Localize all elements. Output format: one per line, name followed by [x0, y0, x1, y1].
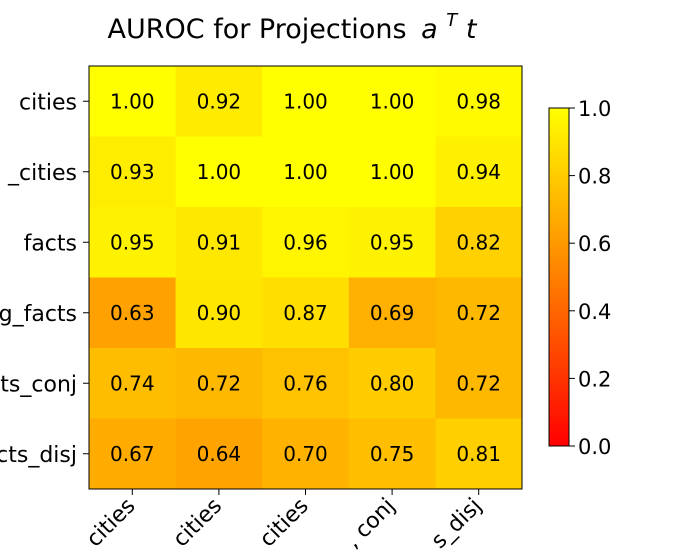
heatmap-cells: [89, 66, 523, 490]
cell-value-r0-c4: 0.98: [456, 89, 501, 113]
heatmap-cell-labels: 1.00 0.92 1.00 1.00 0.98 0.93 1.00 1.00 1.00 0.94…: [110, 89, 501, 466]
x-tick-label-4: s_disj: [427, 494, 487, 550]
heatmap-cell-r1-c1: [175, 136, 263, 208]
heatmap-cell-r1-c0: [89, 136, 177, 208]
cell-value-r1-c4: 0.94: [456, 160, 501, 184]
y-tick-label-1: _cities: [7, 161, 77, 186]
heatmap-cell-r3-c4: [435, 277, 523, 349]
colorbar-tick-label-4: 0.8: [578, 165, 611, 189]
x-tick-label-2: cities: [255, 494, 314, 550]
heatmap-cell-r1-c2: [262, 136, 350, 208]
cell-value-r2-c2: 0.96: [283, 230, 328, 254]
cell-value-r0-c0: 1.00: [110, 89, 155, 113]
cell-value-r2-c4: 0.82: [456, 230, 501, 254]
cell-value-r0-c3: 1.00: [370, 89, 415, 113]
cell-value-r1-c2: 1.00: [283, 160, 328, 184]
heatmap-cell-r0-c2: [262, 66, 350, 137]
cell-value-r0-c2: 1.00: [283, 89, 328, 113]
cell-value-r1-c1: 1.00: [197, 160, 242, 184]
cell-value-r2-c0: 0.95: [110, 230, 155, 254]
heatmap-cell-r4-c3: [348, 348, 436, 419]
colorbar-ticks: 0.0 0.2 0.4 0.6 0.8 1.0: [569, 97, 611, 459]
colorbar-tick-label-3: 0.6: [578, 232, 611, 256]
colorbar: 0.0 0.2 0.4 0.6 0.8 1.0: [548, 97, 611, 459]
cell-value-r4-c2: 0.76: [283, 371, 328, 395]
y-tick-label-0: cities: [19, 90, 77, 115]
chart-title-tail: t: [466, 14, 478, 45]
heatmap-cell-r4-c4: [435, 348, 523, 419]
chart-title-math: a: [421, 14, 438, 45]
cell-value-r2-c3: 0.95: [370, 230, 415, 254]
heatmap-cell-r0-c1: [175, 66, 263, 137]
heatmap-cell-r1-c3: [348, 136, 436, 208]
heatmap-cell-r5-c2: [262, 418, 350, 490]
chart-title-superscript: T: [446, 10, 459, 31]
cell-value-r3-c3: 0.69: [370, 301, 415, 325]
heatmap-cell-r5-c1: [175, 418, 263, 490]
y-tick-label-5: cts_disj: [0, 443, 77, 468]
heatmap-cell-r2-c4: [435, 207, 523, 278]
heatmap-cell-r4-c0: [89, 348, 177, 419]
cell-value-r4-c0: 0.74: [110, 371, 155, 395]
cell-value-r1-c3: 1.00: [370, 160, 415, 184]
cell-value-r1-c0: 0.93: [110, 160, 155, 184]
cell-value-r2-c1: 0.91: [197, 230, 242, 254]
heatmap-cell-r3-c2: [262, 277, 350, 349]
cell-value-r5-c1: 0.64: [197, 442, 242, 466]
y-tick-label-2: facts: [24, 231, 77, 256]
heatmap-cell-r4-c1: [175, 348, 263, 419]
y-tick-label-4: ts_conj: [0, 372, 77, 397]
colorbar-tick-label-5: 1.0: [578, 97, 611, 121]
heatmap-cell-r0-c0: [89, 66, 177, 137]
colorbar-tick-label-2: 0.4: [578, 300, 611, 324]
colorbar-gradient: [548, 107, 570, 447]
cell-value-r4-c3: 0.80: [370, 371, 415, 395]
cell-value-r5-c4: 0.81: [456, 442, 501, 466]
x-tick-label-1: cities: [168, 494, 227, 550]
heatmap-cell-r0-c4: [435, 66, 523, 137]
heatmap-cell-r2-c0: [89, 207, 177, 278]
x-axis-ticks: cities cities cities , conj s_disj: [82, 489, 487, 550]
cell-value-r3-c2: 0.87: [283, 301, 328, 325]
heatmap-cell-r5-c3: [348, 418, 436, 490]
cell-value-r3-c1: 0.90: [197, 301, 242, 325]
cell-value-r3-c4: 0.72: [456, 301, 501, 325]
heatmap-cell-r3-c0: [89, 277, 177, 349]
cell-value-r5-c0: 0.67: [110, 442, 155, 466]
chart-title: AUROC for Projections a T t: [108, 2, 478, 45]
x-tick-label-0: cities: [82, 494, 141, 550]
x-tick-label-3: , conj: [341, 494, 401, 550]
cell-value-r5-c3: 0.75: [370, 442, 415, 466]
heatmap-cell-r3-c3: [348, 277, 436, 349]
cell-value-r5-c2: 0.70: [283, 442, 328, 466]
chart-title-text: AUROC for Projections: [108, 14, 407, 45]
y-tick-label-3: g_facts: [0, 302, 77, 327]
cell-value-r0-c1: 0.92: [197, 89, 242, 113]
heatmap-cell-r2-c2: [262, 207, 350, 278]
heatmap-cell-r4-c2: [262, 348, 350, 419]
heatmap-cell-r5-c4: [435, 418, 523, 490]
cell-value-r4-c4: 0.72: [456, 371, 501, 395]
heatmap-cell-r2-c3: [348, 207, 436, 278]
heatmap-cell-r5-c0: [89, 418, 177, 490]
colorbar-tick-label-1: 0.2: [578, 367, 611, 391]
heatmap-cell-r0-c3: [348, 66, 436, 137]
heatmap-cell-r2-c1: [175, 207, 263, 278]
colorbar-tick-label-0: 0.0: [578, 435, 611, 459]
heatmap-cell-r3-c1: [175, 277, 263, 349]
heatmap-cell-r1-c4: [435, 136, 523, 208]
cell-value-r4-c1: 0.72: [197, 371, 242, 395]
cell-value-r3-c0: 0.63: [110, 301, 155, 325]
